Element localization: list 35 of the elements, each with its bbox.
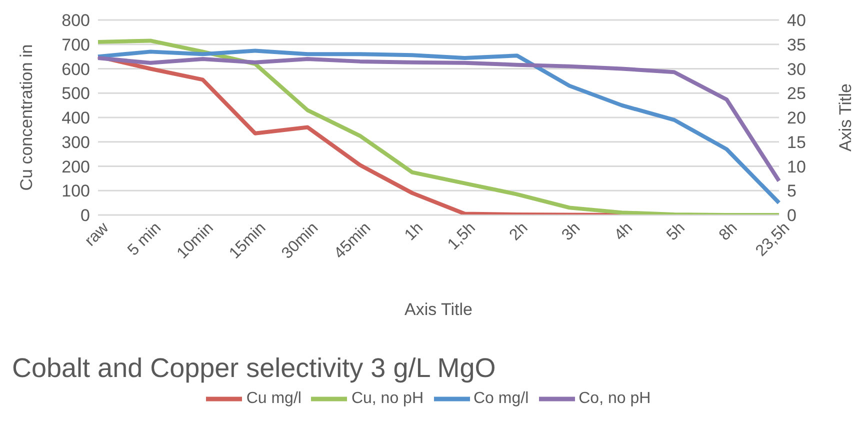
x-axis-title: Axis Title — [404, 300, 473, 319]
legend-label: Cu mg/l — [246, 390, 302, 408]
x-tick-label: 5 min — [124, 219, 165, 260]
text: Cobalt and Copper selectivity 3 g/L MgO — [12, 353, 496, 384]
y2-tick-label: 25 — [787, 84, 806, 104]
y2-tick-label: 5 — [787, 182, 796, 201]
y-tick-label: 800 — [62, 11, 90, 30]
y2-tick-label: 30 — [787, 60, 806, 79]
legend-label: Cu, no pH — [351, 390, 424, 408]
x-tick-label: 5h — [664, 219, 688, 244]
y-tick-label: 200 — [62, 157, 90, 176]
y-tick-label: 0 — [80, 206, 90, 226]
legend-label: Co mg/l — [474, 390, 529, 408]
y2-tick-label: 0 — [787, 206, 796, 226]
legend-label: Co, no pH — [578, 390, 651, 408]
y-tick-label: 300 — [62, 132, 90, 152]
y-axis-title: Cu concentration in — [17, 44, 36, 191]
y-tick-label: 600 — [62, 60, 90, 79]
y2-tick-label: 15 — [787, 132, 806, 152]
x-tick-label: 8h — [716, 219, 741, 244]
y2-tick-label: 20 — [787, 108, 806, 128]
y2-tick-label: 35 — [787, 35, 806, 54]
line-series — [96, 56, 781, 183]
x-tick-label: 2h — [506, 219, 532, 244]
y2-axis-title: Axis Title — [836, 83, 856, 152]
x-tick-label: 3h — [559, 219, 584, 244]
x-tick-label: 1h — [402, 219, 426, 244]
x-tick-label: 4h — [611, 219, 636, 244]
y-tick-label: 500 — [62, 84, 90, 104]
y-tick-label: 700 — [62, 35, 90, 54]
y2-tick-label: 10 — [787, 157, 806, 176]
y2-tick-label: 40 — [787, 11, 806, 30]
x-tick-label: 1,5h — [444, 219, 479, 254]
y-tick-label: 400 — [62, 108, 90, 128]
y-tick-label: 100 — [62, 182, 90, 201]
